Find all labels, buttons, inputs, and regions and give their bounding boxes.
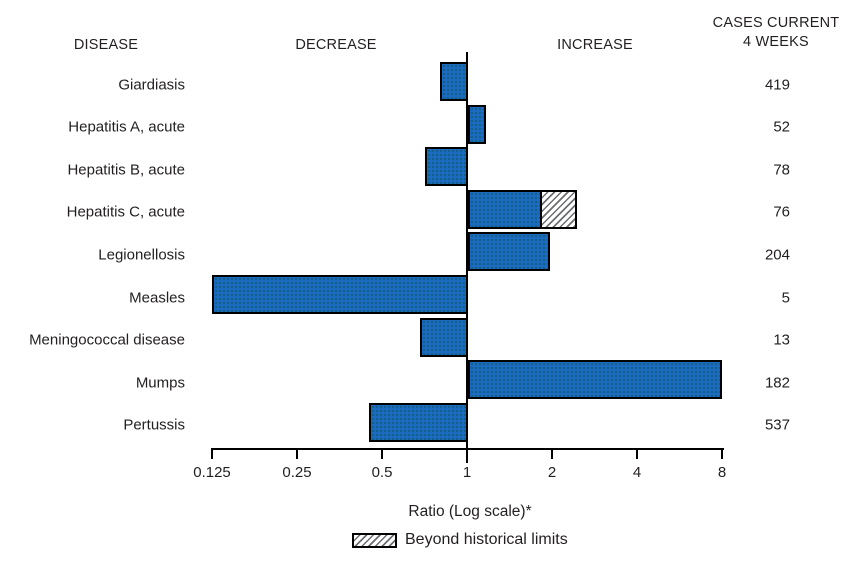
x-axis-tick-label: 0.5: [371, 464, 393, 481]
cases-current-value: 182: [764, 374, 790, 392]
x-axis-tick-label: 1: [462, 464, 472, 481]
cases-header-line1: CASES CURRENT: [712, 15, 840, 31]
ratio-bar: [468, 189, 543, 229]
ratio-bar: [212, 275, 468, 314]
x-axis-tick-label: 8: [717, 464, 727, 481]
x-axis-tick: [381, 448, 383, 459]
disease-label: Giardiasis: [118, 76, 185, 93]
x-axis-tick: [636, 448, 638, 459]
x-axis-tick-label: 4: [632, 464, 642, 481]
baseline-ratio-1-axis: [466, 52, 468, 463]
x-axis-tick: [721, 448, 723, 459]
disease-label: Hepatitis B, acute: [67, 161, 185, 179]
disease-label: Hepatitis C, acute: [66, 203, 185, 221]
disease-label: Legionellosis: [98, 246, 185, 264]
x-axis-tick-label: 0.125: [193, 464, 231, 481]
cases-current-value: 76: [773, 203, 790, 221]
ratio-bar: [369, 402, 468, 442]
cases-header-line2: 4 WEEKS: [743, 34, 809, 50]
cases-current-value: 537: [764, 416, 790, 434]
cases-current-value: 78: [773, 161, 790, 179]
cases-current-value: 52: [773, 118, 790, 136]
cases-current-value: 13: [773, 331, 790, 349]
column-header-disease: DISEASE: [73, 37, 139, 53]
disease-label: Pertussis: [123, 416, 185, 434]
disease-label: Hepatitis A, acute: [68, 118, 185, 136]
column-header-increase: INCREASE: [557, 37, 633, 53]
ratio-bar: [425, 147, 468, 187]
legend-label: Beyond historical limits: [405, 531, 568, 548]
ratio-bar: [439, 62, 468, 101]
cases-current-value: 5: [781, 289, 790, 306]
x-axis-line: [212, 448, 724, 450]
disease-label: Measles: [129, 289, 185, 306]
cases-current-value: 204: [764, 246, 790, 264]
column-header-cases: CASES CURRENT 4 WEEKS: [713, 14, 840, 52]
legend: Beyond historical limits: [352, 531, 568, 549]
x-axis-tick: [296, 448, 298, 459]
ratio-bar: [468, 232, 551, 272]
x-axis-tick: [466, 448, 468, 459]
cases-current-value: 419: [764, 76, 790, 93]
ratio-bar: [419, 317, 468, 357]
x-axis-tick-label: 0.25: [282, 464, 312, 481]
ratio-bar: [468, 104, 487, 144]
x-axis-title: Ratio (Log scale)*: [408, 503, 532, 520]
x-axis-tick: [211, 448, 213, 459]
x-axis-tick-label: 2: [547, 464, 557, 481]
beyond-historical-limits-bar: [540, 189, 577, 229]
x-axis-tick: [551, 448, 553, 459]
disease-label: Mumps: [135, 374, 185, 392]
column-header-decrease: DECREASE: [295, 37, 377, 53]
disease-label: Meningococcal disease: [29, 331, 185, 349]
ratio-bar: [468, 360, 722, 400]
beyond-historical-limits-swatch: [352, 532, 397, 548]
